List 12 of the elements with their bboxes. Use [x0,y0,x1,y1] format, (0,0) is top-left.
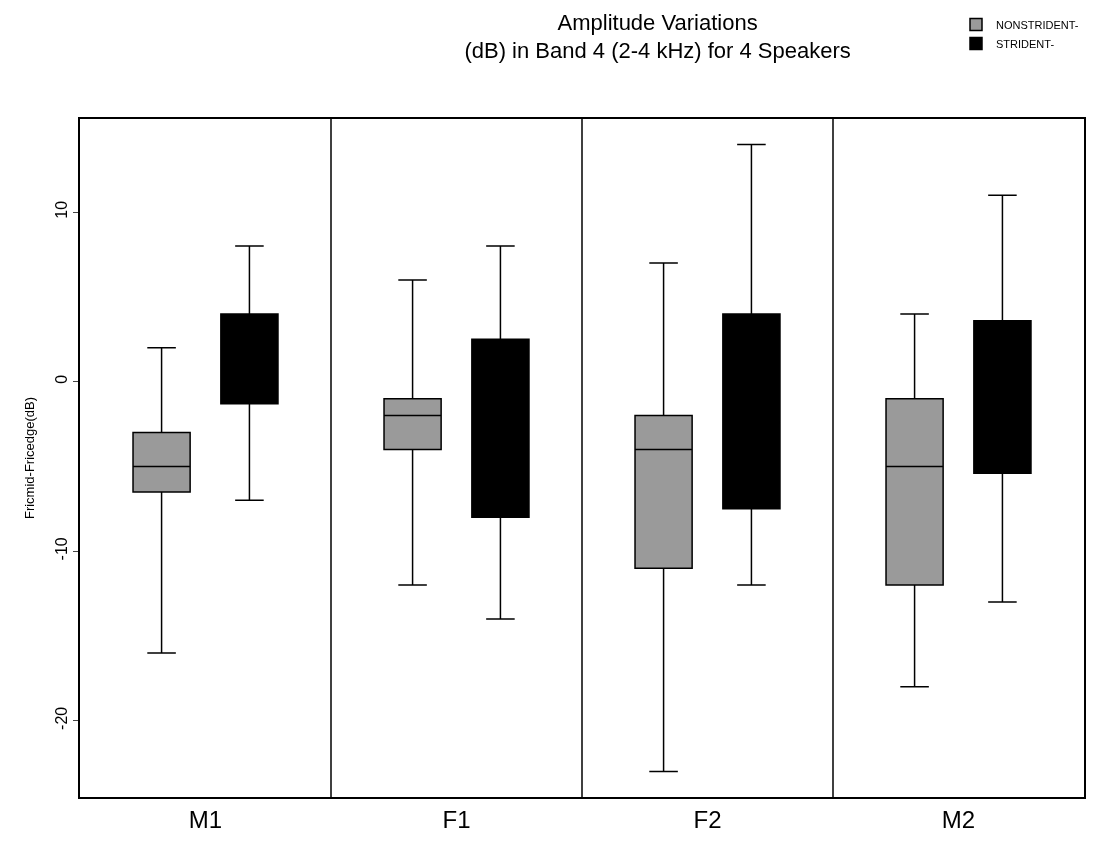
chart-title: Amplitude Variations (dB) in Band 4 (2-4 kHz) for 4 Speakers [464,9,851,64]
x-tick-label: M1 [188,805,223,833]
legend-label: NONSTRIDENT- [996,18,1079,31]
y-axis-title: Fricmid-Fricedge(dB) [22,396,38,520]
y-tick-label: -20 [52,706,70,730]
y-tick-label: 0 [52,374,70,384]
y-tick-label: -10 [52,537,70,561]
x-tick-label: F1 [442,805,471,833]
x-tick-label: M2 [941,805,976,833]
x-tick-label: F2 [693,805,722,833]
y-tick-label: 10 [52,200,70,219]
legend-label: STRIDENT- [996,37,1055,50]
